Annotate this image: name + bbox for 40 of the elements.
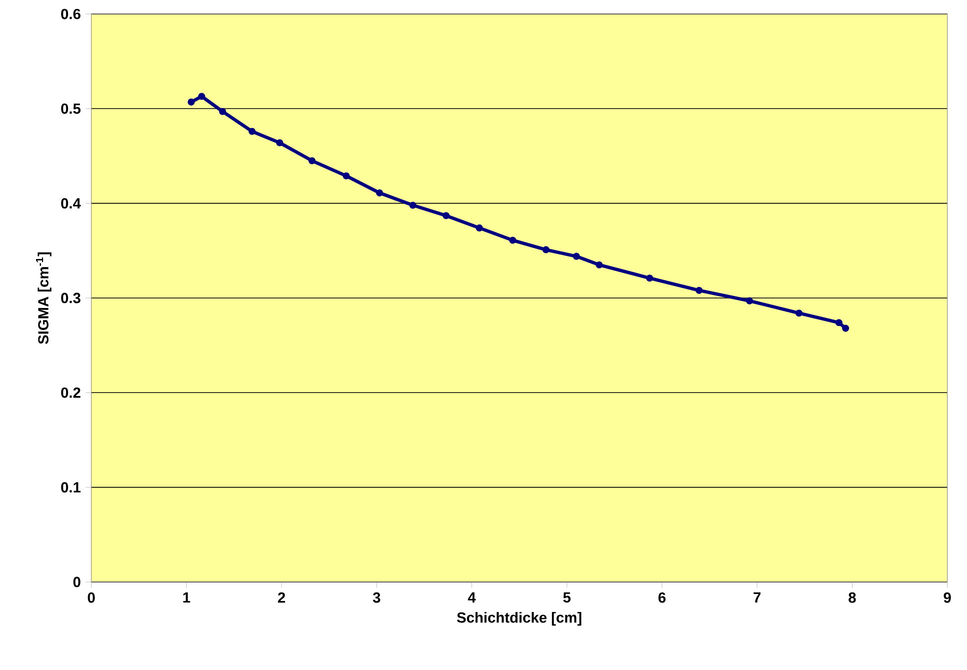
point [842,324,850,332]
x-tick-label: 9 [944,592,951,603]
point [409,202,416,209]
y-axis-title: SIGMA [cm$^{-1}$] [36,252,52,344]
x-tick-label: 7 [754,592,761,602]
y-tick-label: 0.3 [61,292,80,304]
point [596,261,603,268]
x-tick-label: 1 [183,592,190,602]
x-tick-label: 0 [88,592,95,603]
x-axis-title: Schichtdicke [cm] [456,612,582,626]
point [746,297,754,304]
y-tick-label: 0.5 [61,103,81,114]
point [572,252,580,260]
point [696,286,703,294]
y-tick-label: 0.6 [61,8,80,20]
y-tick-label: 0.2 [61,387,80,398]
point [276,139,284,146]
x-tick-label: 6 [658,592,666,603]
x-tick-label: 2 [278,592,286,603]
x-tick-label: 4 [468,592,476,602]
y-tick-label: 0.1 [61,482,81,493]
point [476,224,483,232]
x-tick-label: 8 [848,592,856,603]
y-tick-label: 0.4 [61,198,81,209]
point [376,189,384,196]
y-tick-label: 0 [73,576,80,588]
point [342,172,350,180]
point [442,212,450,220]
point [188,98,195,106]
point [308,157,316,164]
x-tick-label: 5 [563,592,571,603]
x-tick-label: 3 [372,592,380,603]
point [542,246,550,254]
point [835,319,842,326]
point [248,128,256,135]
point [198,92,206,100]
point [646,274,654,282]
point [509,236,516,244]
point [219,108,226,116]
point [795,310,802,317]
